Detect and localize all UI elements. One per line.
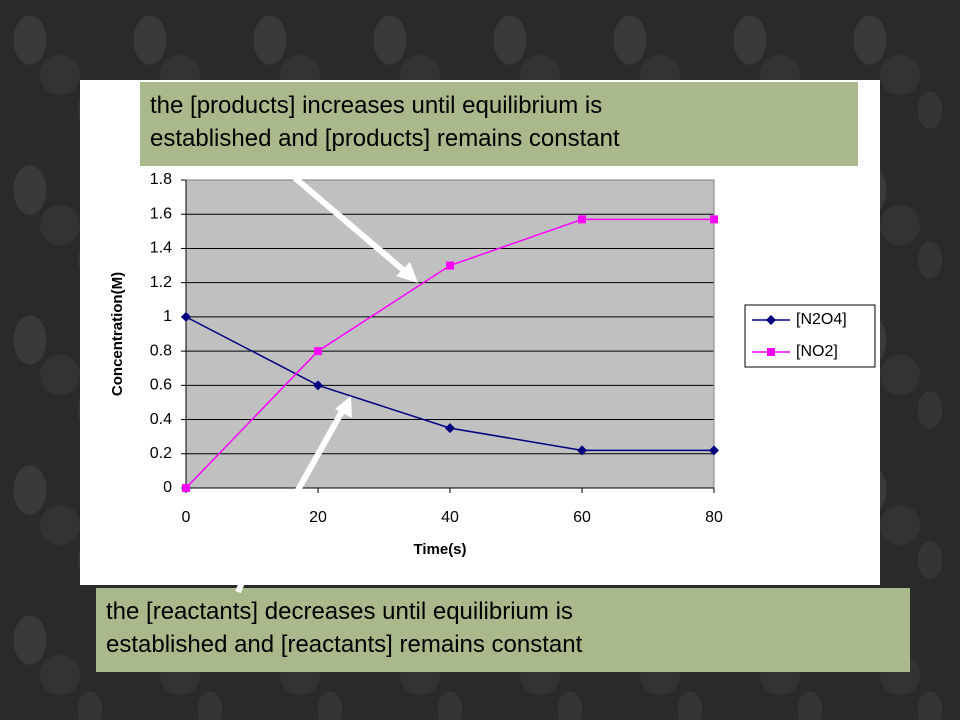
- annotation-text: the [reactants] decreases until equilibr…: [106, 598, 573, 625]
- legend: [N2O4] [NO2]: [752, 311, 847, 360]
- annotation-text: established and [reactants] remains cons…: [106, 631, 583, 658]
- y-tick-label: 1.4: [150, 240, 172, 257]
- point: [314, 347, 322, 356]
- x-tick-label: 40: [441, 509, 459, 526]
- point: [578, 215, 586, 224]
- point: [313, 380, 323, 391]
- legend-box: [744, 304, 876, 368]
- y-tick-label: 0.4: [150, 411, 172, 428]
- arrow: [295, 406, 347, 492]
- arrow-tail: [235, 576, 247, 594]
- legend-label: [N2O4]: [796, 311, 847, 328]
- y-tick-label: 1: [163, 308, 172, 325]
- annotations: the [products] increases until equilibri…: [106, 92, 620, 658]
- point: [181, 311, 191, 322]
- x-axis-label: Time(s): [413, 541, 466, 558]
- point: [446, 261, 454, 270]
- x-tick-label: 60: [573, 509, 591, 526]
- legend-label: [NO2]: [796, 343, 838, 360]
- point: [577, 445, 587, 456]
- x-tick-label: 0: [182, 509, 191, 526]
- y-tick-label: 0.8: [150, 342, 172, 359]
- point: [445, 423, 455, 434]
- y-tick-label: 1.8: [150, 171, 172, 188]
- plot-area: [186, 180, 714, 488]
- y-tick-label: 1.6: [150, 205, 172, 222]
- annotation-box: [96, 588, 910, 672]
- annotation-box: [140, 82, 858, 166]
- legend-marker: [767, 348, 775, 356]
- x-tick-label: 80: [705, 509, 723, 526]
- y-axis-label: Concentration(M): [109, 272, 126, 396]
- arrow-head: [335, 396, 352, 418]
- point: [709, 445, 719, 456]
- legend-marker: [766, 315, 776, 325]
- annotation-text: established and [products] remains const…: [150, 125, 620, 152]
- arrow: [293, 175, 410, 277]
- point: [182, 484, 190, 492]
- y-tick-label: 1.2: [150, 274, 172, 291]
- arrow-head: [396, 262, 418, 283]
- chart: 0 0.2 0.4 0.6 0.8 1 1.2 1.4 1.6 1.8 0 20 40 60 80 Time(…: [109, 171, 723, 558]
- y-tick-label: 0: [163, 479, 172, 496]
- y-tick-label: 0.2: [150, 445, 172, 462]
- x-tick-label: 20: [309, 509, 327, 526]
- point: [710, 215, 718, 224]
- annotation-text: the [products] increases until equilibri…: [150, 92, 602, 119]
- y-tick-label: 0.6: [150, 377, 172, 394]
